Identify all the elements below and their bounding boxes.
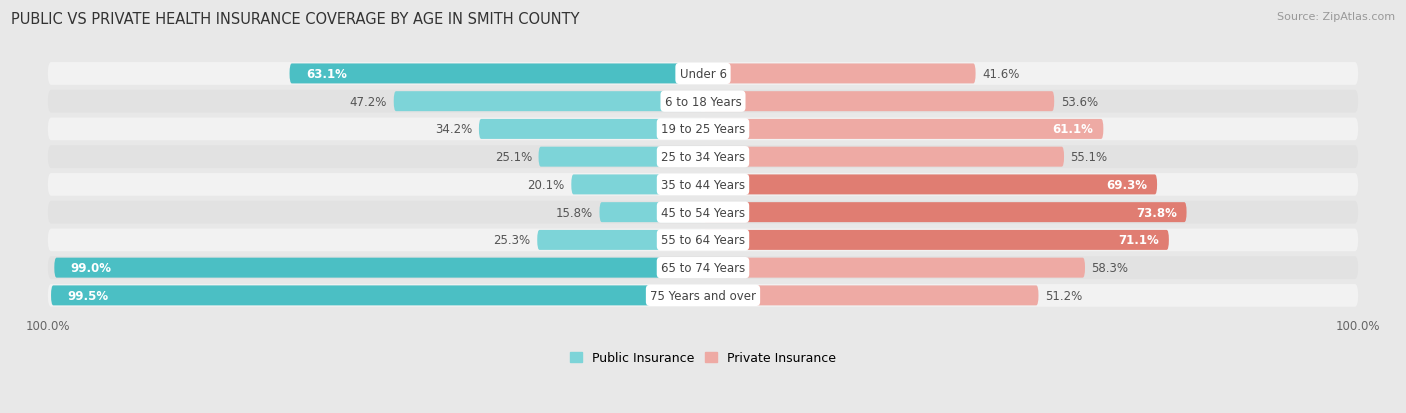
FancyBboxPatch shape [48, 284, 1358, 307]
Text: 99.5%: 99.5% [67, 289, 108, 302]
Text: 65 to 74 Years: 65 to 74 Years [661, 261, 745, 275]
Text: 15.8%: 15.8% [555, 206, 593, 219]
FancyBboxPatch shape [703, 175, 1157, 195]
Text: 45 to 54 Years: 45 to 54 Years [661, 206, 745, 219]
FancyBboxPatch shape [571, 175, 703, 195]
Text: 71.1%: 71.1% [1118, 234, 1159, 247]
FancyBboxPatch shape [703, 92, 1054, 112]
Text: PUBLIC VS PRIVATE HEALTH INSURANCE COVERAGE BY AGE IN SMITH COUNTY: PUBLIC VS PRIVATE HEALTH INSURANCE COVER… [11, 12, 579, 27]
Text: 51.2%: 51.2% [1045, 289, 1083, 302]
Text: 99.0%: 99.0% [70, 261, 111, 275]
Text: 69.3%: 69.3% [1107, 178, 1147, 192]
FancyBboxPatch shape [703, 120, 1104, 140]
FancyBboxPatch shape [703, 203, 1187, 223]
FancyBboxPatch shape [599, 203, 703, 223]
Text: Source: ZipAtlas.com: Source: ZipAtlas.com [1277, 12, 1395, 22]
FancyBboxPatch shape [48, 90, 1358, 113]
Text: Under 6: Under 6 [679, 68, 727, 81]
FancyBboxPatch shape [48, 146, 1358, 169]
Text: 53.6%: 53.6% [1060, 95, 1098, 109]
FancyBboxPatch shape [48, 229, 1358, 252]
FancyBboxPatch shape [48, 118, 1358, 141]
Text: 73.8%: 73.8% [1136, 206, 1177, 219]
FancyBboxPatch shape [48, 256, 1358, 279]
FancyBboxPatch shape [703, 147, 1064, 167]
FancyBboxPatch shape [51, 286, 703, 306]
Text: 55.1%: 55.1% [1070, 151, 1108, 164]
FancyBboxPatch shape [48, 173, 1358, 196]
FancyBboxPatch shape [48, 201, 1358, 224]
Text: 75 Years and over: 75 Years and over [650, 289, 756, 302]
Text: 41.6%: 41.6% [983, 68, 1019, 81]
FancyBboxPatch shape [537, 230, 703, 250]
Text: 25 to 34 Years: 25 to 34 Years [661, 151, 745, 164]
Text: 58.3%: 58.3% [1091, 261, 1129, 275]
FancyBboxPatch shape [703, 230, 1168, 250]
Text: 47.2%: 47.2% [350, 95, 387, 109]
Text: 34.2%: 34.2% [434, 123, 472, 136]
Text: 25.1%: 25.1% [495, 151, 531, 164]
Text: 63.1%: 63.1% [307, 68, 347, 81]
Text: 20.1%: 20.1% [527, 178, 565, 192]
Text: 6 to 18 Years: 6 to 18 Years [665, 95, 741, 109]
Text: 55 to 64 Years: 55 to 64 Years [661, 234, 745, 247]
FancyBboxPatch shape [703, 286, 1039, 306]
FancyBboxPatch shape [290, 64, 703, 84]
Legend: Public Insurance, Private Insurance: Public Insurance, Private Insurance [569, 351, 837, 364]
FancyBboxPatch shape [55, 258, 703, 278]
FancyBboxPatch shape [394, 92, 703, 112]
FancyBboxPatch shape [48, 63, 1358, 85]
FancyBboxPatch shape [703, 64, 976, 84]
Text: 61.1%: 61.1% [1053, 123, 1094, 136]
FancyBboxPatch shape [703, 258, 1085, 278]
Text: 19 to 25 Years: 19 to 25 Years [661, 123, 745, 136]
Text: 25.3%: 25.3% [494, 234, 530, 247]
Text: 35 to 44 Years: 35 to 44 Years [661, 178, 745, 192]
FancyBboxPatch shape [479, 120, 703, 140]
FancyBboxPatch shape [538, 147, 703, 167]
